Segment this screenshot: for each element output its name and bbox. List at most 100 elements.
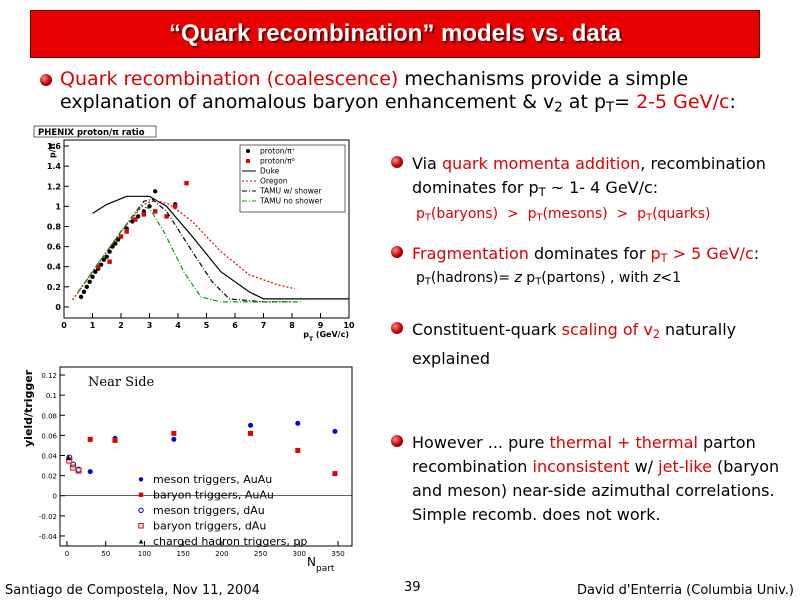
legend-label: meson triggers, dAu xyxy=(153,504,265,517)
text-run: (mesons) > p xyxy=(542,206,647,222)
marker xyxy=(107,259,112,264)
text-run: (baryons) > p xyxy=(430,206,537,222)
marker xyxy=(172,204,178,209)
marker xyxy=(138,523,144,529)
text-run: T xyxy=(424,212,431,224)
text-run: T xyxy=(424,276,431,288)
text-run: , recombination dominates for p xyxy=(412,154,766,197)
text-run: 2-5 GeV/c xyxy=(636,91,730,113)
bullet-icon xyxy=(391,322,403,334)
text-run: scaling of v xyxy=(561,320,653,339)
marker xyxy=(75,467,82,474)
marker xyxy=(96,264,101,269)
legend-frame xyxy=(239,144,346,213)
chart-title: PHENIX proton/π ratio xyxy=(38,128,145,138)
marker xyxy=(138,477,144,482)
y-tick-label: 1.4 xyxy=(47,162,62,171)
marker xyxy=(138,507,144,513)
text-run: (quarks) xyxy=(652,206,711,222)
text-run: Via xyxy=(412,154,442,173)
model-curve xyxy=(77,205,301,303)
bullet-icon xyxy=(391,246,403,258)
text-run: Constituent-quark xyxy=(412,320,562,339)
bullet-icon xyxy=(40,74,52,86)
y-tick-label: 0.02 xyxy=(41,473,57,481)
model-curve xyxy=(72,199,296,301)
y-tick-label: 0.1 xyxy=(46,392,57,400)
marker xyxy=(164,214,169,219)
x-tick-label: 250 xyxy=(254,550,267,558)
x-tick-label: 350 xyxy=(331,550,344,558)
x-tick-label: 1 xyxy=(90,321,96,330)
marker xyxy=(248,430,254,436)
legend-label: Oregon xyxy=(260,177,288,186)
text-run: p xyxy=(650,244,661,263)
text-run: jet-like xyxy=(658,457,712,476)
text-run: (partons) , with xyxy=(541,270,654,286)
marker xyxy=(101,257,107,262)
y-tick-label: -0.04 xyxy=(39,533,58,541)
bullet-text: Via quark momenta addition, recombinatio… xyxy=(412,152,792,205)
x-tick-label: 4 xyxy=(175,321,181,330)
legend-label: Duke xyxy=(260,167,280,176)
legend-label: TAMU w/ shower xyxy=(259,187,323,196)
x-tick-label: 50 xyxy=(101,550,110,558)
intro-text: Quark recombination (coalescence) mechan… xyxy=(60,68,740,119)
text-run: T xyxy=(535,276,542,288)
text-run: (baryon and meson) near-side azimuthal c… xyxy=(412,457,780,524)
x-tick-label: 10 xyxy=(343,321,355,330)
marker xyxy=(113,241,118,246)
y-tick-label: 0.08 xyxy=(41,412,57,420)
marker xyxy=(84,284,90,290)
y-tick-label: 0.4 xyxy=(47,263,62,272)
marker xyxy=(107,249,112,254)
y-tick-label: 0.12 xyxy=(41,372,57,380)
y-tick-label: 1.6 xyxy=(47,142,62,151)
page-number: 39 xyxy=(404,580,421,595)
bullet-icon xyxy=(391,435,403,447)
marker xyxy=(87,469,93,475)
text-run: ~ 1- 4 GeV/c: xyxy=(545,178,659,197)
marker xyxy=(171,430,177,436)
x-tick-label: 0 xyxy=(61,321,67,330)
marker xyxy=(248,422,254,428)
marker xyxy=(332,471,338,477)
text-run: = xyxy=(614,91,637,113)
marker xyxy=(66,455,72,461)
x-tick-label: 100 xyxy=(138,550,151,558)
axis-label: Npart xyxy=(307,555,335,574)
bullet-detail: pT(baryons) > pT(mesons) > pT(quarks) xyxy=(416,206,710,223)
text-run: T xyxy=(606,100,615,116)
marker xyxy=(118,234,124,239)
text-run: However ... pure xyxy=(412,433,550,452)
chart-title-box xyxy=(33,125,157,138)
x-tick-label: 300 xyxy=(293,550,306,558)
bullet-detail: pT(hadrons)= z pT(partons) , with z<1 xyxy=(416,270,681,287)
y-tick-label: -0.02 xyxy=(39,513,57,521)
marker xyxy=(104,254,109,259)
marker xyxy=(295,447,301,453)
marker xyxy=(153,209,158,214)
x-tick-label: 5 xyxy=(204,321,210,330)
legend-label: baryon triggers, dAu xyxy=(153,520,266,533)
text-run: 2 xyxy=(652,327,660,341)
marker xyxy=(87,279,92,284)
text-run: p xyxy=(416,270,425,286)
text-run: : xyxy=(753,244,760,263)
text-run: p xyxy=(416,206,425,222)
marker xyxy=(87,436,93,442)
marker xyxy=(124,229,129,234)
text-run: p xyxy=(521,270,536,286)
text-run: parton recombination xyxy=(412,433,756,476)
text-run: T xyxy=(309,336,314,343)
text-run: T xyxy=(538,185,546,199)
marker xyxy=(133,217,138,222)
bullet-text: Fragmentation dominates for pT > 5 GeV/c… xyxy=(412,242,792,271)
footer-right: David d'Enterria (Columbia Univ.) xyxy=(576,583,794,598)
marker xyxy=(138,492,144,497)
legend-label: proton/π⁰ xyxy=(260,157,295,166)
text-run: quark momenta addition xyxy=(441,154,641,173)
x-tick-label: 3 xyxy=(147,321,153,330)
text-run: N xyxy=(307,555,316,569)
x-tick-label: 200 xyxy=(215,550,228,558)
